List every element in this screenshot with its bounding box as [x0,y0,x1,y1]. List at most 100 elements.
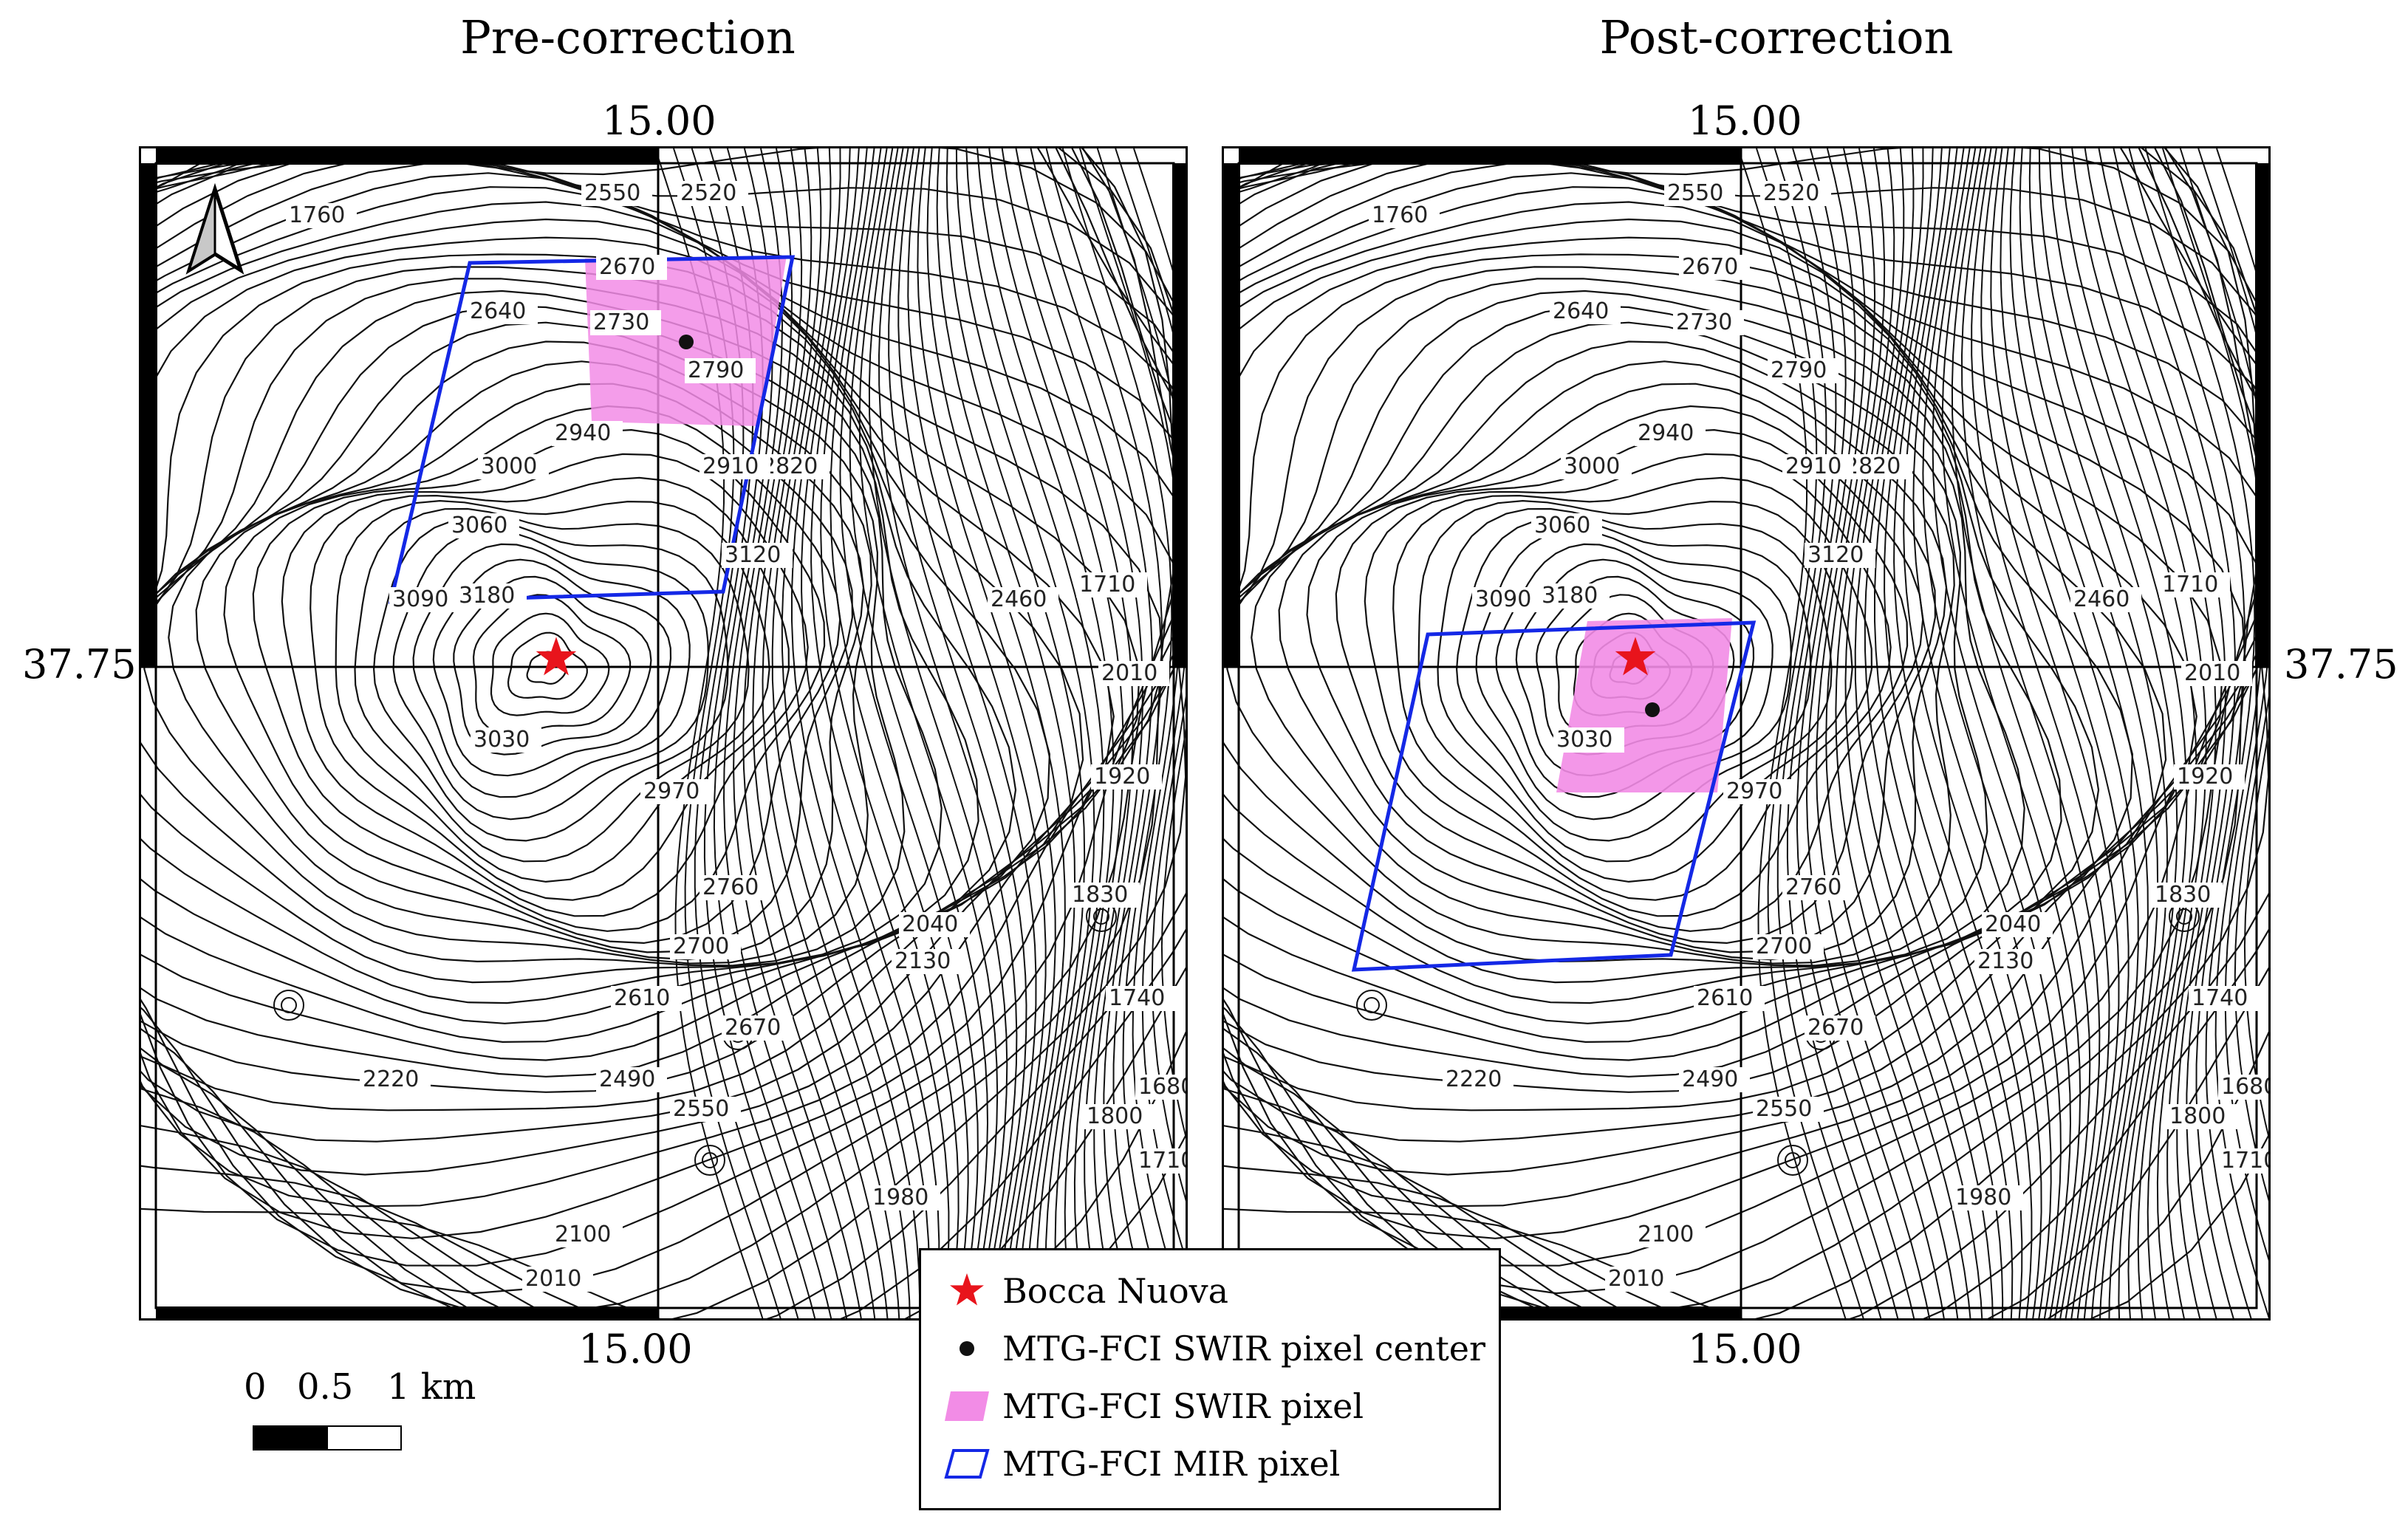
contour-label: 2670 [599,254,655,280]
contour-label: 2730 [1676,309,1732,335]
contour-label: 2760 [702,874,759,900]
contour-label-bg [1069,883,1140,908]
lon-label-bottom-pre: 15.00 [578,1326,693,1372]
contour-label-bg [1076,572,1147,597]
contour-label: 2610 [1697,985,1753,1011]
contour-label: 3120 [1807,542,1864,568]
contour-label: 2910 [1785,453,1841,479]
contour-label: 3060 [451,513,507,538]
contour-label-bg [1805,1015,1875,1041]
contour-label-bg [1952,1185,2023,1210]
contour-label: 2520 [680,180,736,206]
contour-label-bg [2159,572,2230,597]
north-arrow-icon [185,182,244,275]
contour-label-bg [522,1267,593,1292]
contour-label: 1710 [1138,1148,1188,1174]
lat-label-left: 37.75 [22,641,137,688]
contour-label: 3060 [1534,513,1590,538]
contour-label: 2490 [1682,1066,1738,1092]
contour-label-bg [892,949,962,974]
swir-pixel-center [679,335,694,349]
contour-label-bg [1782,875,1853,900]
contour-label-bg [869,1185,940,1210]
contour-label: 1740 [2192,985,2248,1011]
contour-label-bg [1561,454,1632,479]
contour-label-bg [1084,1104,1155,1129]
contour-label: 3090 [392,586,448,612]
contour-label-bg [1694,986,1765,1011]
contour-label-bg [685,358,756,383]
contour-label: 2670 [1807,1015,1864,1041]
contour-label-bg [1550,299,1621,324]
contour-label-bg [2174,764,2245,790]
contour-label-bg [1768,358,1839,383]
legend-item-bocca-nuova: Bocca Nuova [943,1265,1228,1317]
scale-label-1km: 1 km [387,1366,476,1408]
contour-label-bg [389,587,460,612]
contour-label: 1740 [1109,985,1165,1011]
contour-label: 1710 [1079,572,1135,597]
contour-label: 1980 [1955,1185,2011,1210]
lon-label-bottom-post: 15.00 [1688,1326,1802,1372]
contour-label: 2970 [1726,778,1782,804]
contour-label: 2520 [1763,180,1819,206]
map-svg-post: 2520 2550 2670 2730 2790 2640 2940 3000 3060 3090… [1224,148,2268,1318]
contour-label-bg [552,421,623,446]
contour-label-bg [700,454,770,479]
contour-label: 2490 [599,1066,655,1092]
contour-label: 2670 [725,1015,781,1041]
contour-label-bg [1753,1097,1824,1122]
contour-label: 1800 [2169,1103,2226,1129]
contour-label-bg [2218,1148,2268,1174]
black-dot-icon [960,1341,974,1356]
swir-pixel [1556,618,1732,792]
contour-label: 2010 [525,1266,581,1292]
contour-label: 2730 [593,309,649,335]
contour-label: 2670 [1682,254,1738,280]
contour-label-bg [1106,986,1177,1011]
contour-label-bg [1098,661,1169,686]
magenta-fill-icon [945,1391,989,1421]
contour-label: 3180 [1542,583,1598,609]
contour-label-bg [1091,764,1162,790]
contour-label: 2040 [902,911,958,937]
contour-label-bg [1982,912,2053,937]
contour-label-bg [1723,779,1794,804]
map-panel-pre: 2520 2550 2670 2730 2790 2640 2940 3000 3060 3090… [139,146,1188,1321]
contour-label: 2220 [1446,1066,1502,1092]
contour-label: 2550 [584,180,640,206]
contour-label-bg [899,912,970,937]
contour-label: 2130 [895,948,951,974]
red-star-icon [950,1273,984,1306]
contour-label: 1980 [872,1185,928,1210]
contour-label: 2700 [673,934,729,959]
contour-label-bg [1553,727,1624,753]
contour-label: 1830 [2155,882,2211,908]
contour-label-bg [670,934,741,959]
contour-label-bg [670,1097,741,1122]
contour-label-bg [286,203,357,228]
panel-title-pre: Pre-correction [460,10,796,64]
contour-label: 2940 [555,420,611,446]
blue-outline-icon [944,1449,990,1479]
contour-label-bg [2070,587,2141,612]
contour-label-bg [448,513,519,538]
scale-bar [253,1425,402,1450]
contour-label-bg [677,181,748,206]
contour-label-bg [596,1067,667,1092]
contour-label: 2820 [1844,453,1901,479]
legend-label: MTG-FCI MIR pixel [1002,1444,1341,1484]
contour-label-bg [2181,661,2252,686]
contour-label: 2640 [1553,298,1609,324]
contour-label: 2460 [2073,586,2130,612]
contour-label-bg [1673,310,1744,335]
map-panel-post: 2520 2550 2670 2730 2790 2640 2940 3000 3060 3090… [1222,146,2271,1321]
contour-label: 1760 [1372,202,1428,228]
contour-label-bg [1782,454,1853,479]
contour-label: 3120 [725,542,781,568]
contour-label-bg [722,543,793,568]
contour-label-bg [456,583,527,609]
mir-pixel [1351,620,1757,972]
contour-label-bg [1605,1267,1676,1292]
contour-label-bg [1531,513,1602,538]
